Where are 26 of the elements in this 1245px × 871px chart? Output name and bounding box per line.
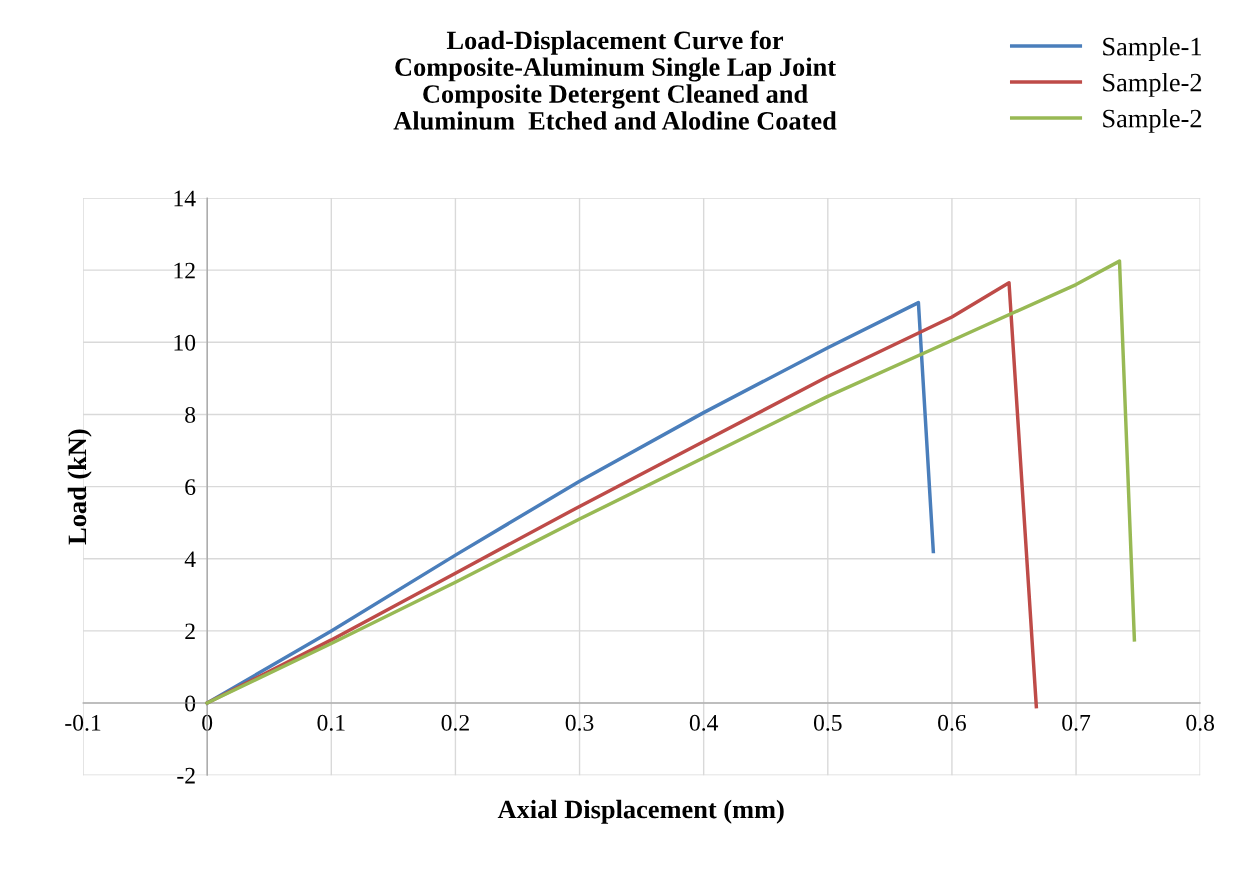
legend-label: Sample-2 xyxy=(1103,72,1202,97)
x-tick-label: 0.2 xyxy=(441,714,469,731)
x-tick-label: 0.5 xyxy=(813,714,842,731)
legend-label: Sample-2 xyxy=(1103,108,1202,133)
x-tick-label: 0 xyxy=(202,714,213,731)
x-tick-label: 0.3 xyxy=(565,714,594,731)
x-tick-label: 0.8 xyxy=(1186,714,1215,731)
y-tick-label: 8 xyxy=(185,406,196,423)
x-tick-label: 0.4 xyxy=(689,714,719,731)
y-tick-label: 12 xyxy=(174,262,195,279)
x-tick-label: -0.1 xyxy=(65,714,101,731)
y-tick-label: -2 xyxy=(177,767,195,784)
x-tick-label: 0.6 xyxy=(938,714,966,731)
y-tick-label: 4 xyxy=(184,551,196,567)
x-axis-title: Axial Displacement (mm) xyxy=(497,799,784,824)
y-tick-label: 2 xyxy=(185,623,195,640)
legend-label: Sample-1 xyxy=(1103,36,1201,61)
y-tick-label: 10 xyxy=(174,334,196,351)
line-series xyxy=(205,259,1137,705)
y-tick-label: 6 xyxy=(185,479,196,496)
y-tick-label: 0 xyxy=(185,695,196,712)
y-axis-title: Load (kN) xyxy=(67,429,92,545)
chart-title: Load-Displacement Curve for Composite-Aluminum Single Lap Joint Composite Detergent Cleaned and Aluminum Etched and Alodine Coated xyxy=(393,30,837,130)
y-tick-label: 14 xyxy=(174,190,196,207)
x-tick-label: 0.1 xyxy=(317,714,345,731)
x-tick-label: 0.7 xyxy=(1062,714,1091,731)
